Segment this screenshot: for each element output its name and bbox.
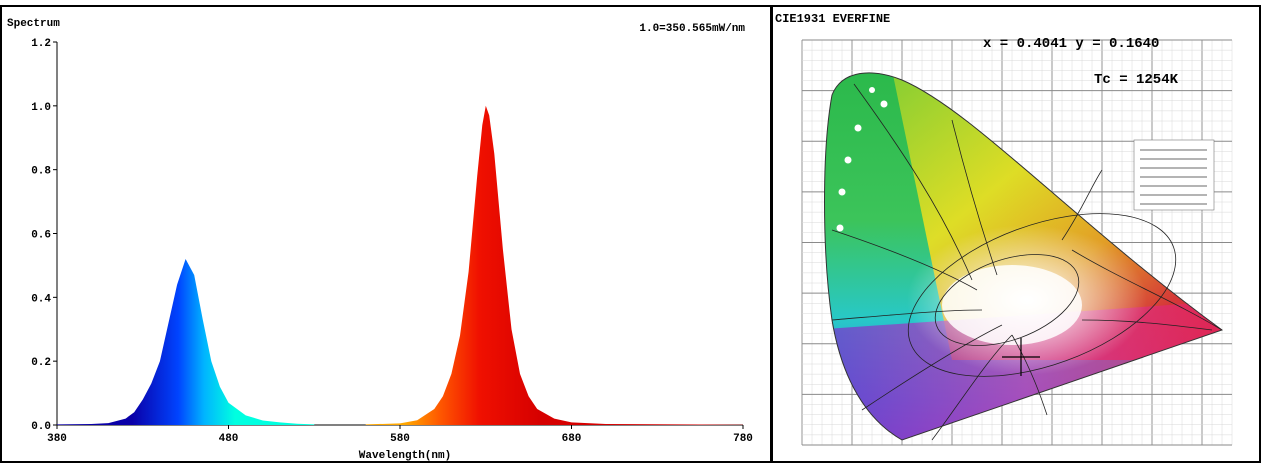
- spectrum-corner-label: Spectrum: [7, 18, 60, 30]
- cie-spectral-dots: [836, 87, 888, 232]
- spectrum-panel: Spectrum 1.0=350.565mW/nm 0.0 0.2 0.4 0.6 0.…: [0, 5, 772, 463]
- x-tick-label: 780: [733, 433, 753, 445]
- cie-title-background: [774, 8, 956, 26]
- y-tick-label: 0.8: [31, 166, 51, 178]
- x-axis-label: Wavelength(nm): [359, 450, 451, 462]
- x-tick-label: 380: [47, 433, 67, 445]
- chromaticity-marker: [1002, 338, 1040, 376]
- spectrum-curves: [57, 105, 743, 426]
- cie-panel: CIE1931 EVERFINE x = 0.4041 y = 0.1640 T…: [771, 0, 1262, 463]
- cie-title: CIE1931 EVERFINE: [775, 12, 890, 26]
- x-tick-label: 580: [390, 433, 410, 445]
- y-tick-label: 0.6: [31, 230, 51, 242]
- spectrum-frame: [0, 5, 772, 463]
- x-tick-label: 480: [219, 433, 239, 445]
- y-tick-label: 0.0: [31, 421, 51, 433]
- cie-diagram: CIE1931 EVERFINE x = 0.4041 y = 0.1640 T…: [771, 5, 1261, 463]
- y-tick-label: 1.0: [31, 102, 51, 114]
- red-peak-area: [365, 105, 743, 426]
- cie-source-legend: [1133, 139, 1215, 211]
- cie-xy-readout: x = 0.4041 y = 0.1640: [983, 36, 1159, 52]
- cie-region-lines: [831, 83, 1223, 441]
- spectrum-chart: Spectrum 1.0=350.565mW/nm 0.0 0.2 0.4 0.6 0.…: [0, 5, 772, 463]
- y-tick-label: 0.2: [31, 357, 51, 369]
- y-tick-label: 0.4: [31, 293, 51, 305]
- cie-tc-readout: Tc = 1254K: [1094, 72, 1179, 88]
- y-tick-label: 1.2: [31, 38, 51, 50]
- spectrum-scale-note: 1.0=350.565mW/nm: [639, 23, 745, 35]
- x-tick-label: 680: [562, 433, 582, 445]
- blue-peak-area: [57, 259, 315, 425]
